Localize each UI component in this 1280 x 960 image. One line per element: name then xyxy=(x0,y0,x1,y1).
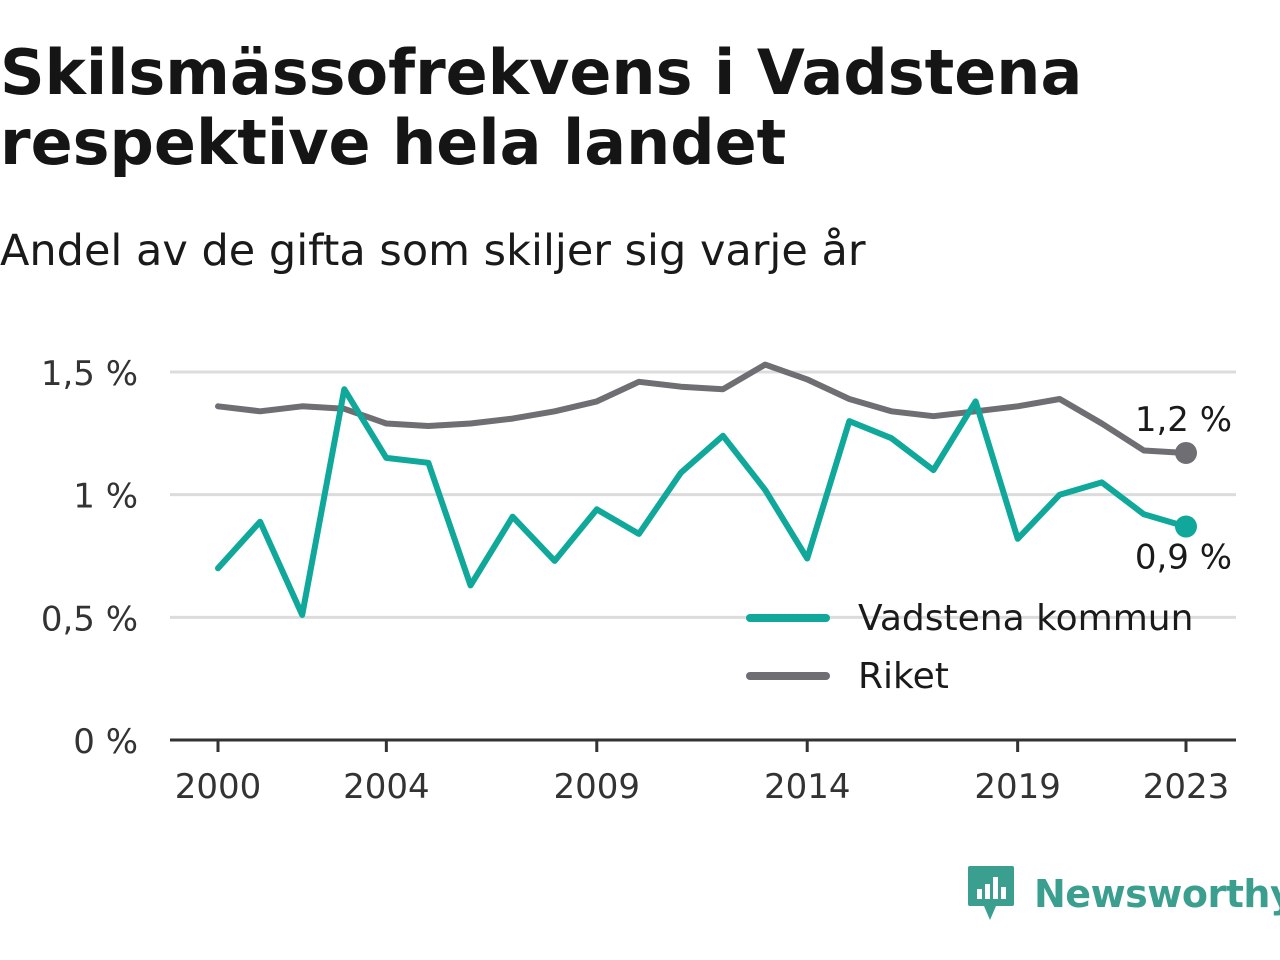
legend: Vadstena kommun Riket xyxy=(746,598,1193,697)
y-tick-label: 0,5 % xyxy=(41,599,138,639)
end-label: 0,9 % xyxy=(1135,538,1232,578)
y-tick-label: 1 % xyxy=(73,477,138,517)
x-tick-label: 2014 xyxy=(764,767,851,807)
x-tick-label: 2000 xyxy=(175,767,262,807)
y-tick-label: 0 % xyxy=(73,722,138,762)
brand-name: Newsworthy xyxy=(1034,872,1280,916)
y-tick-label: 1,5 % xyxy=(41,354,138,394)
x-tick-label: 2019 xyxy=(974,767,1061,807)
series-line-vadstena-kommun xyxy=(215,386,1189,618)
chart-subtitle: Andel av de gifta som skiljer sig varje … xyxy=(0,226,866,276)
line-chart: 0 % 0,5 % 1 % 1,5 % 2000 2004 2009 2014 2019 202… xyxy=(41,354,1236,807)
legend-label: Riket xyxy=(858,656,949,697)
x-tick-label: 2004 xyxy=(343,767,430,807)
legend-label: Vadstena kommun xyxy=(858,598,1193,639)
end-point-marker xyxy=(1175,515,1197,538)
series-lines xyxy=(215,361,1197,618)
x-tick-label: 2023 xyxy=(1143,767,1230,807)
newsworthy-brand: Newsworthy xyxy=(966,864,1280,924)
x-axis: 2000 2004 2009 2014 2019 2023 xyxy=(170,738,1236,807)
y-axis: 0 % 0,5 % 1 % 1,5 % xyxy=(41,354,138,762)
end-point-marker xyxy=(1175,441,1197,464)
chart-title: Skilsmässofrekvens i Vadstena respektive… xyxy=(0,36,1083,179)
end-label: 1,2 % xyxy=(1135,400,1232,440)
series-line-riket xyxy=(215,361,1189,456)
end-labels: 0,9 % 1,2 % xyxy=(1135,400,1232,578)
newsworthy-logo-icon xyxy=(968,866,1014,920)
x-tick-label: 2009 xyxy=(554,767,641,807)
